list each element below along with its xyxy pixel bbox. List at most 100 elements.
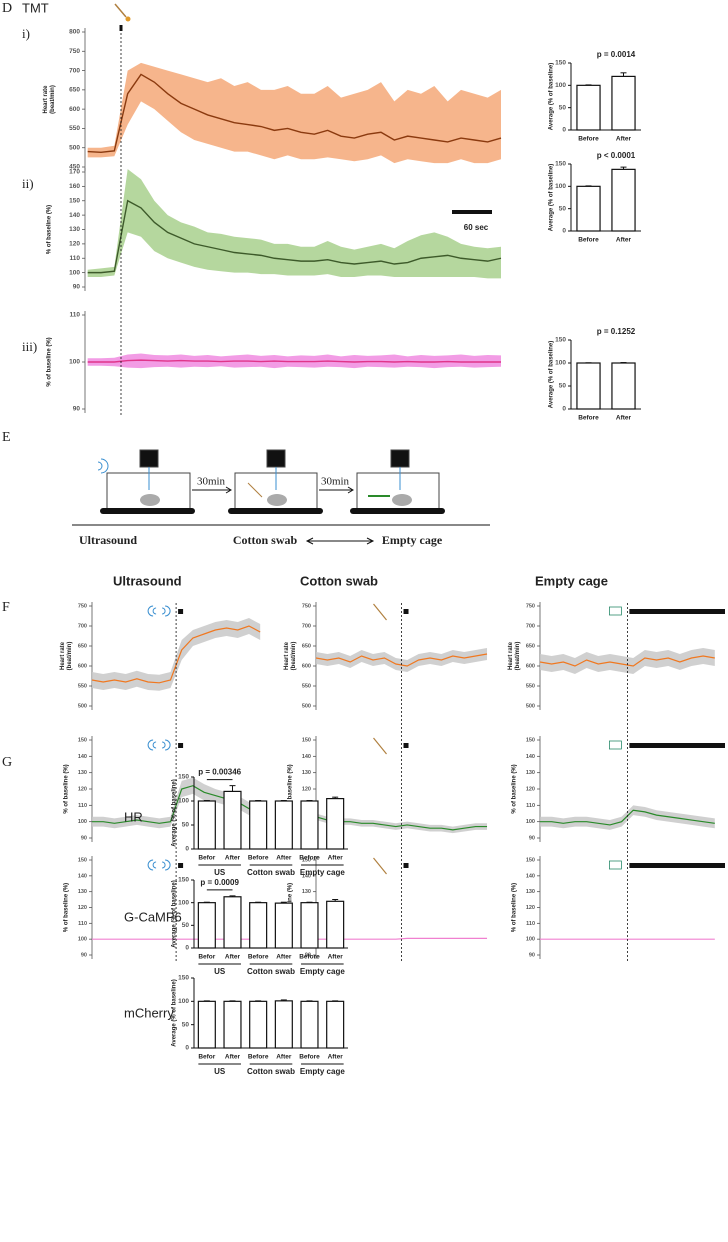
mouse (140, 494, 160, 506)
mean-trace (316, 937, 488, 940)
stimulus-marker (403, 609, 409, 614)
y-tick-label: 500 (69, 144, 80, 151)
y-tick-label: 130 (78, 889, 87, 895)
stimulus-marker (403, 743, 409, 748)
bar (300, 902, 319, 949)
y-tick-label: 50 (182, 922, 190, 929)
y-tick-label: 650 (302, 643, 311, 649)
group-label: US (214, 868, 226, 877)
y-tick-label: 750 (69, 48, 80, 55)
panel-label: E (2, 430, 11, 445)
subpanel-label: ii) (22, 176, 34, 191)
y-tick-label: 130 (69, 226, 80, 233)
x-tick-label: Before (299, 954, 320, 961)
condition-label: Cotton swab (233, 533, 298, 547)
y-tick-label: 800 (69, 29, 80, 36)
x-tick-label: After (225, 855, 241, 862)
swab (247, 482, 263, 498)
y-tick-label: 150 (178, 877, 189, 884)
mean-trace (87, 73, 502, 154)
x-tick-label: After (276, 1054, 292, 1061)
y-tick-label: 140 (302, 873, 311, 879)
group-label: Cotton swab (247, 967, 295, 976)
group-label: Empty cage (300, 967, 345, 976)
y-axis-label: Heart rate (43, 85, 49, 114)
swab-icon (373, 857, 387, 875)
x-tick-label: Before (578, 237, 599, 244)
y-tick-label: 160 (69, 183, 80, 190)
bar (611, 168, 636, 232)
group-label: Empty cage (300, 868, 345, 877)
chart-label: G-CaMP6 (124, 909, 182, 924)
y-tick-label: 600 (69, 106, 80, 113)
y-tick-label: 100 (526, 937, 535, 943)
y-tick-label: 120 (526, 786, 535, 792)
stimulus-marker (178, 743, 184, 748)
y-tick-label: 50 (559, 104, 567, 111)
y-tick-label: 130 (526, 889, 535, 895)
y-tick-label: 150 (302, 737, 311, 743)
y-tick-label: 110 (78, 921, 87, 927)
bar (223, 896, 242, 949)
y-tick-label: 110 (70, 255, 81, 262)
swab-stick (114, 3, 127, 18)
y-axis-label: (beat/min) (291, 642, 297, 671)
y-axis-label: (beat/min) (515, 642, 521, 671)
y-tick-label: 170 (69, 169, 80, 176)
y-axis-label: Heart rate (60, 641, 66, 670)
y-tick-label: 110 (526, 803, 535, 809)
y-axis-label: Average (% of baseline) (549, 63, 555, 130)
y-axis-label: Average (% of baseline) (549, 341, 555, 408)
bar (326, 1000, 345, 1049)
band (92, 618, 261, 691)
x-tick-label: After (328, 855, 344, 862)
y-tick-label: 150 (302, 857, 311, 863)
bar (197, 1000, 216, 1049)
panel-label: G (2, 755, 12, 770)
mouse (267, 494, 287, 506)
y-axis-label: (beat/min) (67, 642, 73, 671)
bar (300, 800, 319, 850)
x-tick-label: Befor (198, 1054, 215, 1061)
stimulus-marker (178, 863, 184, 868)
bar (576, 362, 601, 410)
y-tick-label: 450 (69, 164, 80, 171)
x-tick-label: After (616, 415, 632, 422)
bar (300, 1000, 319, 1049)
y-tick-label: 150 (555, 60, 566, 67)
y-tick-label: 150 (555, 337, 566, 344)
group-label: Cotton swab (247, 868, 295, 877)
x-tick-label: Before (248, 1054, 269, 1061)
bar (274, 800, 293, 850)
y-tick-label: 100 (178, 998, 189, 1005)
y-tick-label: 90 (529, 835, 535, 841)
group-label: Empty cage (300, 1067, 345, 1076)
ultrasound-icon (147, 859, 171, 871)
y-tick-label: 100 (526, 819, 535, 825)
stimulus-marker (403, 863, 409, 868)
swab-icon (373, 737, 387, 755)
x-tick-label: Before (248, 954, 269, 961)
x-tick-label: Before (578, 136, 599, 143)
panel-label: F (2, 600, 10, 615)
y-axis-label: Average (% of baseline) (172, 779, 178, 846)
y-tick-label: 100 (69, 269, 80, 276)
y-tick-label: 90 (305, 952, 311, 958)
x-tick-label: After (328, 954, 344, 961)
bar (326, 797, 345, 850)
base (100, 508, 195, 514)
cage-icon (609, 860, 622, 870)
bar (249, 902, 268, 949)
x-tick-label: After (276, 954, 292, 961)
y-tick-label: 500 (526, 703, 535, 709)
stimulus-bar (629, 863, 725, 868)
y-axis-label: Average (% of baseline) (172, 880, 178, 947)
subpanel-label: iii) (22, 339, 37, 354)
x-tick-label: Befor (198, 855, 215, 862)
y-tick-label: 130 (302, 770, 311, 776)
swab-icon (373, 603, 387, 621)
bar (223, 790, 242, 850)
bar (223, 1000, 242, 1049)
y-tick-label: 0 (185, 1045, 189, 1052)
y-tick-label: 150 (178, 975, 189, 982)
